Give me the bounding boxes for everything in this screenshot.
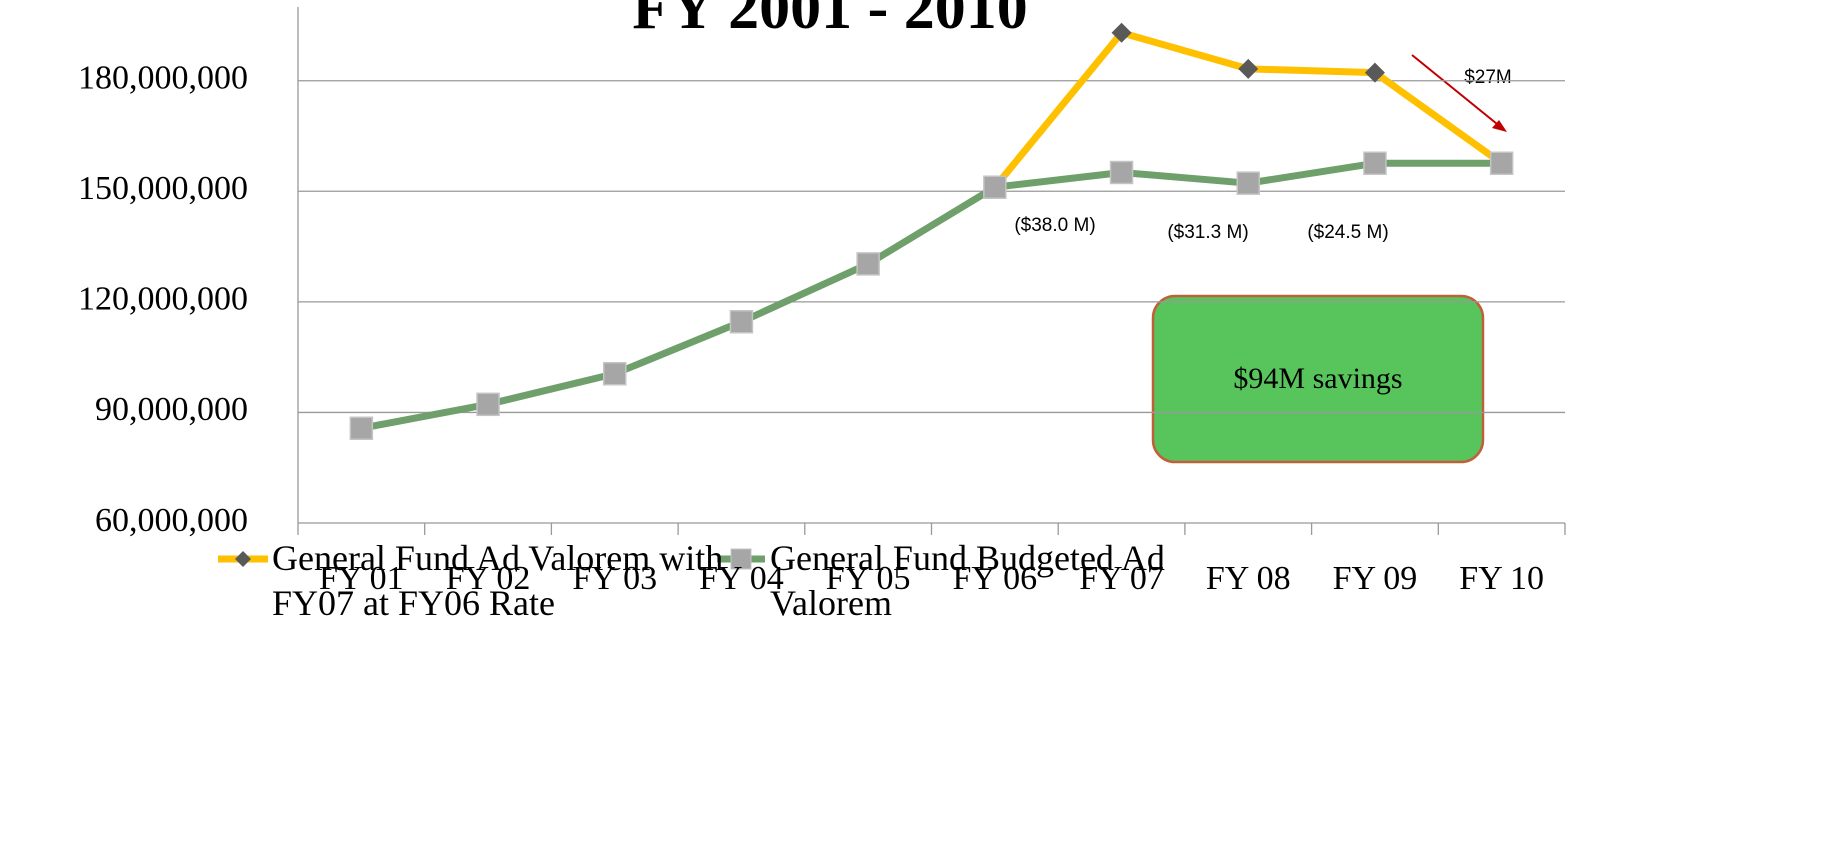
annotation: ($31.3 M) [1167, 222, 1248, 243]
arrow-head [1492, 120, 1507, 132]
savings-box [1151, 294, 1485, 464]
marker [1236, 171, 1260, 195]
x-tick-label: FY 05 [826, 560, 911, 597]
marker [476, 392, 500, 417]
marker [983, 175, 1007, 199]
x-tick-label: FY 03 [572, 560, 657, 597]
legend-label: General Fund Ad Valorem with FY07 at FY0… [272, 538, 724, 623]
chart-title: FY 2001 - 2010 [632, 0, 1028, 42]
marker [1364, 62, 1385, 83]
marker [1109, 160, 1134, 185]
annotation: $94M savings [1233, 362, 1402, 395]
x-tick-label: FY 07 [1079, 560, 1164, 597]
marker [1363, 151, 1387, 176]
legend-label: General Fund Budgeted Ad Valorem [770, 538, 1165, 623]
marker [856, 252, 880, 276]
series-line [360, 159, 1502, 432]
x-tick-label: FY 01 [319, 560, 404, 597]
y-tick-label: 90,000,000 [95, 391, 248, 428]
legend-marker [730, 548, 752, 570]
y-tick-label: 60,000,000 [95, 502, 248, 539]
marker [1489, 151, 1514, 176]
y-tick-label: 150,000,000 [78, 170, 248, 207]
x-tick-label: FY 09 [1333, 560, 1418, 597]
x-tick-label: FY 10 [1459, 560, 1544, 597]
marker [1111, 22, 1132, 43]
legend-marker [235, 551, 251, 567]
annotation: ($38.0 M) [1014, 215, 1095, 236]
x-tick-label: FY 06 [952, 560, 1037, 597]
arrow [1411, 54, 1503, 129]
marker [1238, 58, 1259, 79]
x-tick-label: FY 02 [446, 560, 531, 597]
annotation: ($24.5 M) [1307, 222, 1388, 243]
marker [349, 416, 374, 441]
marker [729, 310, 754, 334]
y-tick-label: 180,000,000 [78, 60, 248, 97]
x-tick-label: FY 04 [699, 560, 784, 597]
y-tick-label: 120,000,000 [78, 281, 248, 318]
annotation: $27M [1464, 67, 1512, 88]
x-tick-label: FY 08 [1206, 560, 1291, 597]
marker [603, 361, 627, 386]
